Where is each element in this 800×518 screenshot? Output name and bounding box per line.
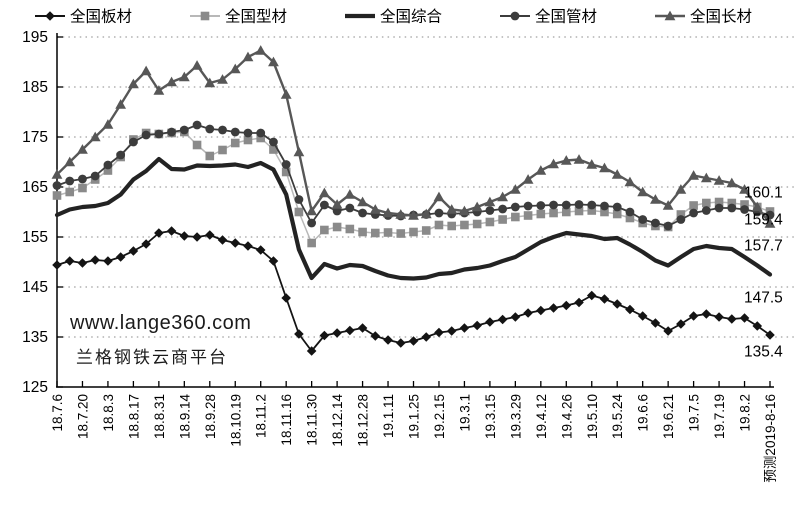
y-tick-label: 135	[22, 329, 48, 346]
legend-item-long: 全国长材	[655, 8, 752, 26]
legend-label: 全国管材	[535, 8, 597, 26]
x-tick-label: 19.1.11	[381, 394, 396, 438]
x-tick-label: 19.5.24	[610, 394, 625, 440]
y-tick-label: 155	[22, 229, 48, 246]
x-tick-label: 19.3.29	[508, 394, 523, 439]
legend-item-composite: 全国综合	[345, 8, 443, 26]
legend-label: 全国型材	[225, 8, 287, 26]
legend-item-plate: 全国板材	[35, 8, 132, 26]
y-tick-label: 175	[22, 129, 48, 146]
series-end-labels: 160.1 159.4 157.7 147.5 135.4	[744, 185, 783, 361]
axes	[56, 33, 774, 388]
x-tick-label: 18.8.17	[126, 394, 141, 439]
x-tick-label: 18.10.19	[228, 394, 243, 447]
x-tick-label: 19.5.10	[585, 394, 600, 439]
end-value-label: 147.5	[744, 290, 783, 307]
series-plate	[52, 226, 775, 356]
x-tick-label: 19.1.25	[407, 394, 422, 439]
x-axis-labels: 18.7.6 18.7.20 18.8.3 18.8.17 18.8.31 18.9.14…	[50, 394, 778, 483]
y-tick-label: 185	[22, 79, 48, 96]
x-tick-label: 18.12.28	[356, 394, 371, 447]
x-tick-label: 19.6.21	[661, 394, 676, 439]
x-tick-label: 19.8.2	[738, 394, 753, 432]
x-tick-label: 19.4.12	[534, 394, 549, 439]
y-tick-label: 165	[22, 179, 48, 196]
legend-label: 全国板材	[70, 8, 132, 26]
y-axis-labels: 125 135 145 155 165 175 185 195	[22, 29, 48, 396]
series-composite	[54, 156, 773, 281]
end-value-label: 135.4	[744, 344, 783, 361]
x-tick-label: 18.9.14	[177, 394, 192, 440]
x-tick-label: 19.6.6	[636, 394, 651, 432]
x-tick-label: 19.3.15	[483, 394, 498, 439]
x-tick-label: 19.2.15	[432, 394, 447, 439]
x-tick-label: 19.7.5	[687, 394, 702, 432]
series-long	[51, 45, 776, 228]
legend: 全国板材 全国型材 全国综合 全国管材 全国长材	[35, 8, 752, 26]
x-tick-label: 19.3.1	[457, 394, 472, 432]
x-tick-label: 18.11.30	[305, 394, 320, 446]
end-value-label: 160.1	[744, 185, 783, 202]
x-tick-label: 19.4.26	[559, 394, 574, 439]
end-value-label: 159.4	[744, 212, 783, 229]
y-tick-label: 195	[22, 29, 48, 46]
x-tick-label: 18.7.6	[50, 394, 65, 432]
legend-label: 全国综合	[380, 8, 443, 26]
legend-item-section: 全国型材	[190, 8, 287, 26]
x-tick-label: 18.9.28	[203, 394, 218, 439]
x-tick-label: 18.8.3	[101, 394, 116, 432]
x-tick-label: 预测2019-8-16	[763, 394, 778, 483]
x-tick-label: 18.7.20	[75, 394, 90, 439]
x-tick-label: 19.7.19	[712, 394, 727, 439]
x-tick-label: 18.8.31	[152, 394, 167, 439]
legend-item-pipe: 全国管材	[500, 8, 597, 26]
legend-label: 全国长材	[690, 8, 752, 26]
y-tick-label: 145	[22, 279, 48, 296]
end-value-label: 157.7	[744, 238, 783, 255]
x-tick-label: 18.11.2	[254, 394, 269, 438]
x-tick-label: 18.12.14	[330, 394, 345, 447]
y-tick-label: 125	[22, 379, 48, 396]
x-tick-label: 18.11.16	[279, 394, 294, 446]
